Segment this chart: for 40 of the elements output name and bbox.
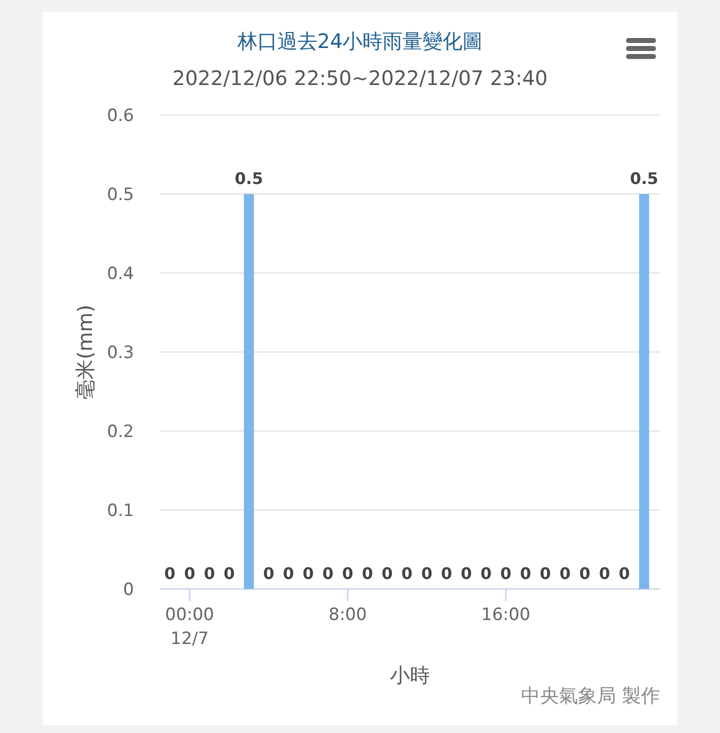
- data-label: 0: [560, 564, 571, 583]
- x-tick-label: 8:00: [328, 605, 367, 625]
- y-tick-label: 0.2: [106, 422, 134, 442]
- data-label: 0: [480, 564, 492, 583]
- data-label: 0.5: [630, 169, 658, 188]
- data-label: 0: [618, 564, 630, 583]
- data-label: 0: [500, 564, 512, 583]
- y-tick-label: 0.4: [106, 264, 134, 284]
- data-label: 0: [599, 564, 610, 583]
- data-label: 0: [520, 564, 532, 583]
- data-label: 0: [460, 564, 472, 583]
- data-label: 0: [224, 564, 235, 583]
- y-tick-label: 0: [123, 580, 134, 600]
- data-label: 0: [282, 564, 294, 583]
- y-axis-title: 毫米(mm): [73, 304, 97, 400]
- chart-subtitle: 2022/12/06 22:50~2022/12/07 23:40: [172, 66, 548, 90]
- y-tick-label: 0.5: [106, 185, 134, 205]
- data-label: 0: [579, 564, 590, 583]
- data-label: 0: [440, 564, 452, 583]
- data-label: 0: [342, 564, 354, 583]
- data-label: 0: [382, 564, 393, 583]
- chart-title: 林口過去24小時雨量變化圖: [236, 29, 483, 53]
- data-label: 0.5: [234, 169, 264, 188]
- data-label: 0: [322, 564, 334, 583]
- data-label: 0: [362, 564, 374, 583]
- y-tick-label: 0.3: [106, 343, 134, 363]
- x-tick-label: 16:00: [481, 605, 530, 625]
- x-axis-title: 小時: [390, 663, 430, 687]
- y-tick-label: 0.1: [106, 501, 134, 521]
- data-label: 0: [184, 564, 196, 583]
- data-label: 0: [302, 564, 314, 583]
- data-label: 0: [204, 564, 215, 583]
- data-label: 0: [540, 564, 551, 583]
- text: 中央氣象局 製作: [520, 685, 660, 707]
- y-tick-label: 0.6: [106, 106, 134, 126]
- x-tick-label: 00:00 12/7: [165, 605, 214, 649]
- data-label: 0: [263, 564, 274, 583]
- data-label: 0: [164, 564, 176, 583]
- data-label: 0: [421, 564, 432, 583]
- data-label: 0: [401, 564, 413, 583]
